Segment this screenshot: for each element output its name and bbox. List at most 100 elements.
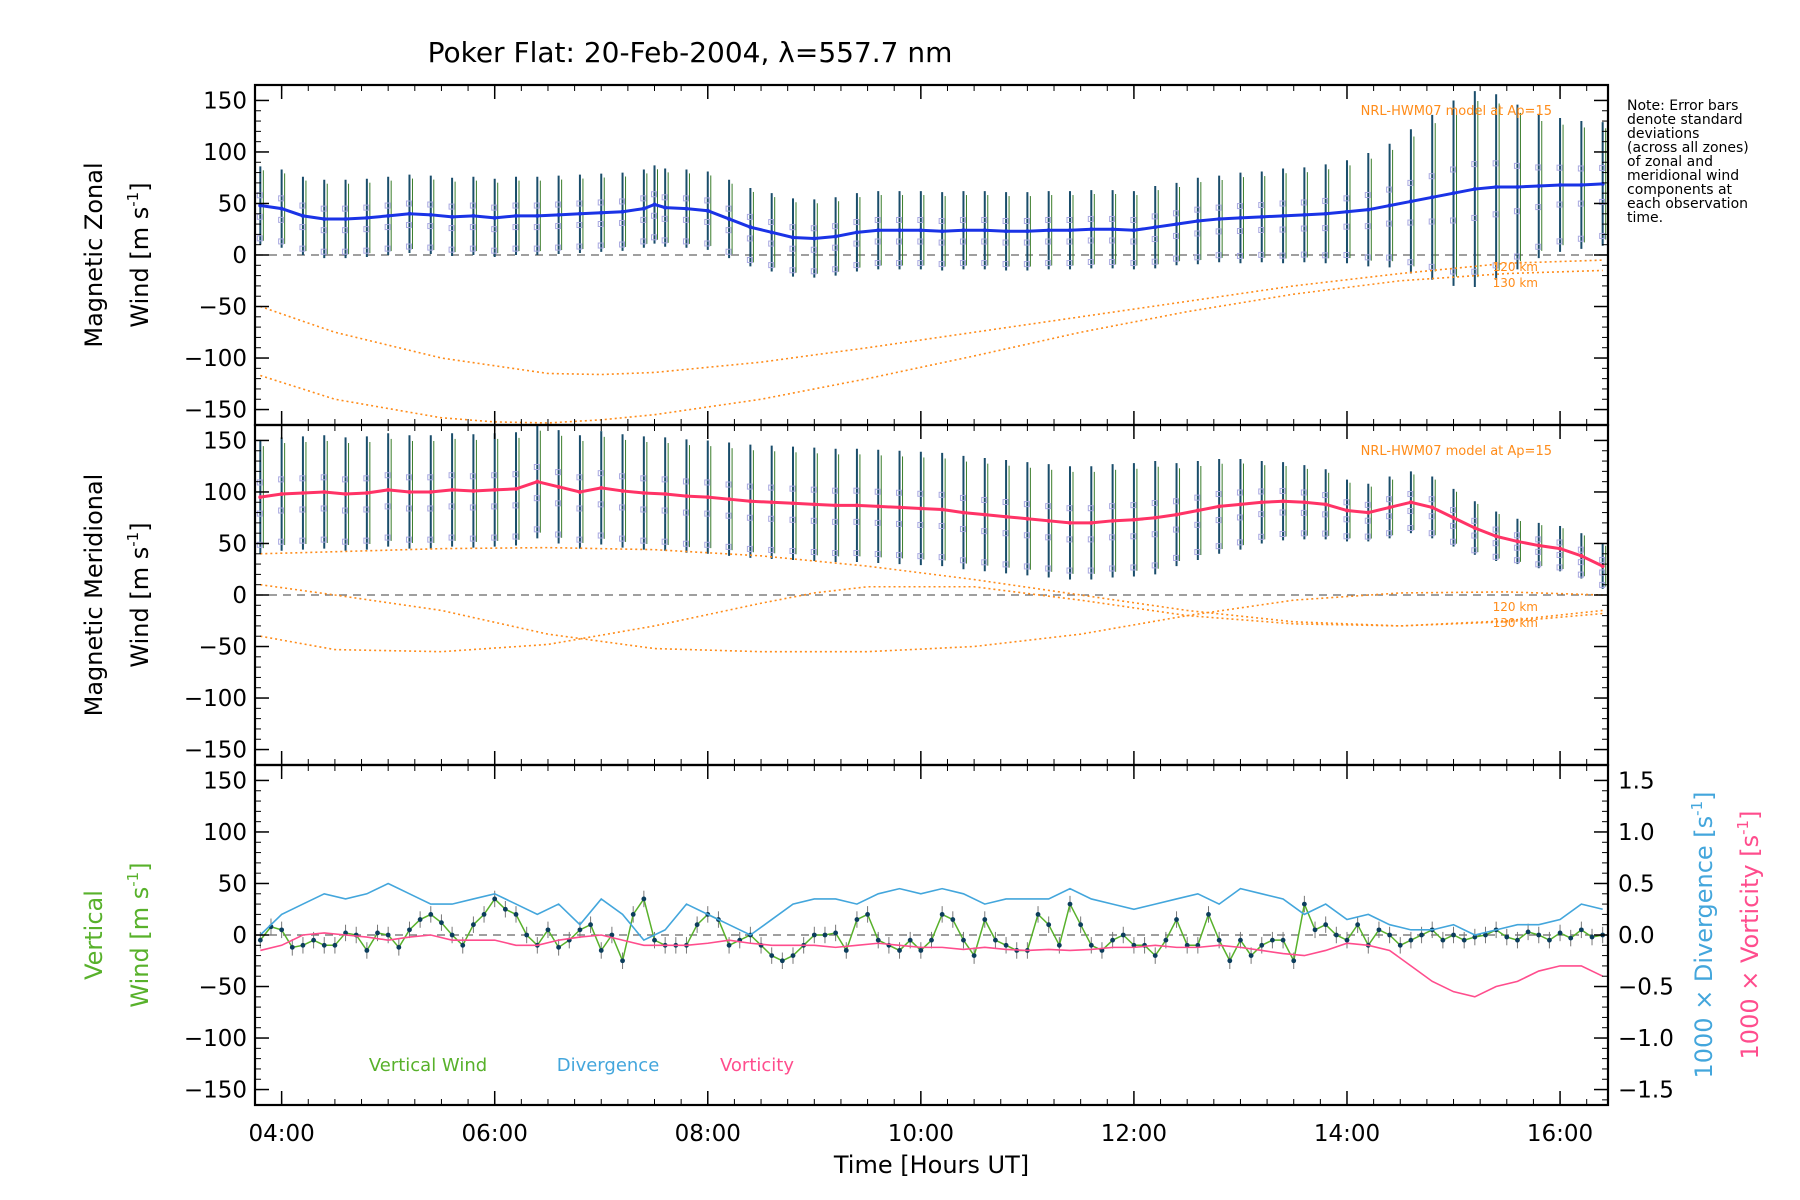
zone-sample: [384, 202, 391, 209]
model-altitude-label: 120 km: [1493, 260, 1538, 274]
data-point: [1579, 553, 1584, 558]
data-point: [1536, 183, 1541, 188]
model-label: NRL-HWM07 model at Ap=15: [1361, 444, 1552, 459]
note-line: components at: [1627, 182, 1733, 198]
zone-sample: [299, 475, 306, 482]
data-point: [1302, 500, 1307, 505]
zone-sample: [1087, 567, 1094, 574]
zone-sample: [1513, 162, 1520, 169]
zone-sample: [1492, 526, 1499, 533]
zone-sample: [1513, 544, 1520, 551]
panel-data-meridional: [255, 425, 1608, 653]
data-point: [620, 958, 625, 964]
legend-entry: Vertical Wind: [369, 1055, 487, 1076]
zone-sample: [384, 472, 391, 479]
data-point: [950, 917, 956, 922]
zone-sample: [1066, 567, 1073, 574]
data-point: [1195, 219, 1200, 223]
data-point: [1291, 958, 1297, 964]
zone-sample: [342, 476, 349, 483]
data-point: [599, 485, 604, 490]
data-point: [918, 948, 924, 953]
data-point: [630, 911, 636, 917]
data-point: [1206, 911, 1211, 917]
zone-sample: [1066, 260, 1073, 267]
model-line-model-140-km: [260, 585, 1603, 653]
zone-sample: [1343, 533, 1350, 540]
data-point: [982, 917, 988, 922]
zone-sample: [342, 248, 349, 255]
data-point: [833, 503, 838, 508]
data-point: [289, 944, 295, 950]
zone-sample: [278, 216, 285, 223]
data-point: [652, 202, 657, 207]
zone-sample: [1066, 238, 1073, 245]
y2-tick-label: −1.5: [1618, 1078, 1674, 1104]
zone-sample: [661, 237, 668, 244]
data-point: [1323, 502, 1328, 507]
zone-sample: [1258, 511, 1265, 518]
data-point: [652, 937, 657, 943]
zone-sample: [363, 226, 370, 233]
y-tick-label: −100: [184, 1026, 247, 1052]
data-point: [993, 937, 998, 943]
zone-sample: [746, 235, 753, 242]
zone-sample: [342, 507, 349, 514]
x-tick-label: 10:00: [888, 1121, 954, 1147]
data-point: [1366, 207, 1371, 212]
data-point: [1397, 942, 1403, 948]
y-tick-label: −100: [184, 686, 247, 712]
data-point: [1430, 195, 1435, 200]
zone-sample: [810, 225, 817, 232]
data-point: [1259, 214, 1264, 219]
y-axis-title-suffix: ]: [126, 182, 154, 191]
zone-sample: [651, 234, 658, 241]
zone-sample: [1450, 268, 1457, 275]
zone-sample: [1023, 532, 1030, 539]
model-line-model-130-km: [260, 269, 1603, 424]
zone-sample: [682, 238, 689, 245]
data-point: [439, 920, 444, 926]
zone-sample: [405, 200, 412, 207]
data-point: [1579, 182, 1584, 187]
zone-sample: [427, 474, 434, 481]
zonal-wind-line: [260, 182, 1603, 241]
data-point: [748, 225, 753, 230]
data-point: [1046, 518, 1051, 523]
x-tick-label: 04:00: [248, 1121, 314, 1147]
data-point: [1270, 937, 1275, 943]
y-tick-label: 150: [203, 428, 247, 454]
data-point: [1387, 203, 1392, 208]
zone-sample: [320, 248, 327, 255]
zone-sample: [1045, 238, 1052, 245]
data-point: [1515, 937, 1520, 943]
zone-sample: [725, 543, 732, 550]
zone-sample: [789, 547, 796, 554]
zone-sample: [1109, 534, 1116, 541]
data-point: [876, 504, 881, 509]
zone-sample: [342, 538, 349, 545]
zone-sample: [363, 475, 370, 482]
data-point: [258, 495, 263, 500]
y-tick-label: 50: [218, 191, 247, 217]
y2-title-suffix: ]: [1736, 811, 1764, 820]
data-point: [513, 911, 519, 917]
zone-sample: [938, 554, 945, 561]
zone-sample: [682, 216, 689, 223]
data-point: [833, 234, 838, 239]
zone-sample: [555, 531, 562, 538]
zone-sample: [1236, 203, 1243, 210]
zone-sample: [1151, 500, 1158, 507]
y-tick-label: −150: [184, 1078, 247, 1104]
zone-sample: [1087, 237, 1094, 244]
zone-sample: [1492, 540, 1499, 547]
zone-sample: [746, 483, 753, 490]
y-axis-title-exp: -1: [124, 192, 142, 207]
zone-sample: [1407, 259, 1414, 266]
data-point: [470, 922, 476, 928]
zone-sample: [1279, 226, 1286, 233]
zone-sample: [682, 195, 689, 202]
data-point: [1110, 518, 1115, 523]
zone-sample: [981, 216, 988, 223]
data-point: [1600, 564, 1605, 569]
